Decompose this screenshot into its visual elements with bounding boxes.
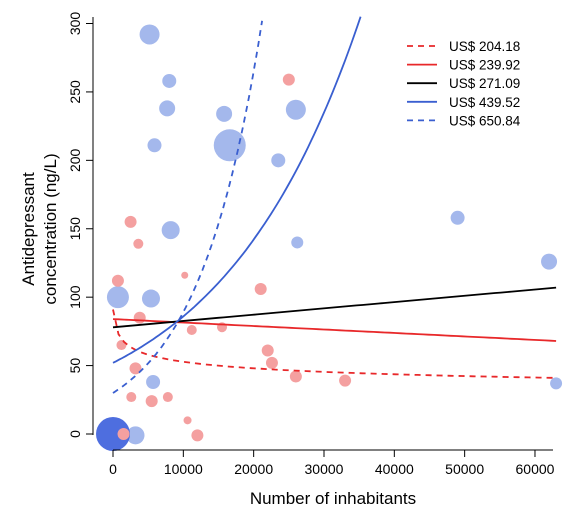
x-tick-label: 40000 — [375, 461, 414, 477]
y-axis-title-line-1: Antidepressant — [19, 172, 38, 286]
data-point-blue — [271, 153, 286, 168]
legend-label: US$ 650.84 — [449, 113, 521, 128]
x-tick-label: 60000 — [516, 461, 555, 477]
data-point-red — [282, 73, 295, 86]
x-tick-label: 0 — [109, 461, 117, 477]
data-point-blue — [285, 99, 306, 120]
y-axis-title-line-2: concentration (ng/L) — [41, 153, 60, 304]
series-line — [112, 318, 557, 342]
data-point-red — [265, 356, 278, 369]
data-point-red — [129, 362, 142, 375]
data-point-red — [186, 325, 197, 336]
data-point-blue — [450, 210, 465, 225]
y-tick-label: 300 — [67, 12, 83, 36]
legend-label: US$ 239.92 — [449, 58, 520, 73]
data-point-blue — [541, 253, 558, 270]
data-point-red — [133, 311, 146, 324]
y-tick-label: 0 — [67, 430, 83, 438]
data-point-blue — [213, 129, 246, 162]
data-point-red — [289, 370, 302, 383]
x-tick-label: 30000 — [305, 461, 344, 477]
data-point-red — [124, 215, 137, 228]
data-point-blue — [106, 286, 129, 309]
data-point-red — [183, 416, 192, 425]
x-tick-label: 10000 — [164, 461, 203, 477]
y-tick-label: 250 — [67, 80, 83, 104]
legend-label: US$ 271.09 — [449, 76, 520, 91]
data-point-blue — [161, 221, 180, 240]
data-point-red — [133, 238, 144, 249]
data-point-red — [117, 428, 130, 440]
legend-label: US$ 439.52 — [449, 95, 520, 110]
data-point-blue — [147, 138, 162, 153]
regression-lines-layer — [112, 16, 557, 394]
y-ticks: 0 50 100 150 200 250 300 — [67, 12, 93, 438]
x-tick-label: 20000 — [234, 461, 273, 477]
data-point-red — [181, 271, 189, 279]
points-layer — [96, 24, 563, 451]
y-tick-label: 200 — [67, 148, 83, 172]
legend-label: US$ 204.18 — [449, 39, 520, 54]
x-axis-title: Number of inhabitants — [250, 489, 416, 508]
y-tick-label: 50 — [67, 358, 83, 374]
data-point-red — [191, 429, 204, 442]
x-tick-label: 50000 — [445, 461, 484, 477]
data-point-blue — [96, 417, 130, 451]
data-point-blue — [146, 375, 161, 390]
data-point-blue — [291, 236, 304, 249]
y-tick-label: 150 — [67, 217, 83, 241]
data-point-blue — [141, 289, 160, 308]
series-line — [112, 20, 263, 394]
data-point-red — [126, 392, 137, 403]
x-ticks: 0 10000 20000 30000 40000 50000 60000 — [109, 450, 555, 477]
data-point-blue — [550, 377, 563, 390]
data-point-red — [111, 274, 124, 287]
data-point-blue — [126, 426, 145, 445]
data-point-red — [145, 395, 158, 408]
series-line — [112, 309, 557, 379]
data-point-blue — [159, 100, 176, 117]
data-point-blue — [216, 105, 233, 122]
series-line — [112, 16, 362, 364]
data-point-blue — [139, 24, 160, 45]
series-line — [112, 286, 557, 329]
data-point-red — [254, 282, 267, 295]
legend: US$ 204.18 US$ 239.92 US$ 271.09 US$ 439.52… — [407, 39, 521, 128]
data-point-blue — [162, 73, 177, 88]
data-point-red — [162, 392, 173, 403]
data-point-red — [339, 374, 352, 387]
data-point-red — [261, 344, 274, 357]
y-tick-label: 100 — [67, 285, 83, 309]
